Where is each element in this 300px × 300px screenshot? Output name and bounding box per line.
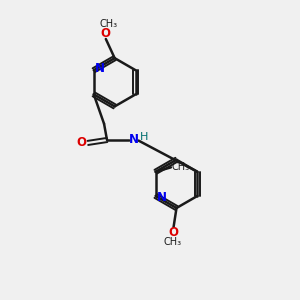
- Text: N: N: [95, 62, 105, 75]
- Text: O: O: [76, 136, 86, 149]
- Text: H: H: [140, 132, 148, 142]
- Text: CH₃: CH₃: [171, 162, 189, 172]
- Text: CH₃: CH₃: [100, 19, 118, 29]
- Text: O: O: [169, 226, 178, 239]
- Text: CH₃: CH₃: [163, 238, 181, 248]
- Text: O: O: [101, 27, 111, 40]
- Text: N: N: [128, 133, 139, 146]
- Text: N: N: [157, 191, 167, 204]
